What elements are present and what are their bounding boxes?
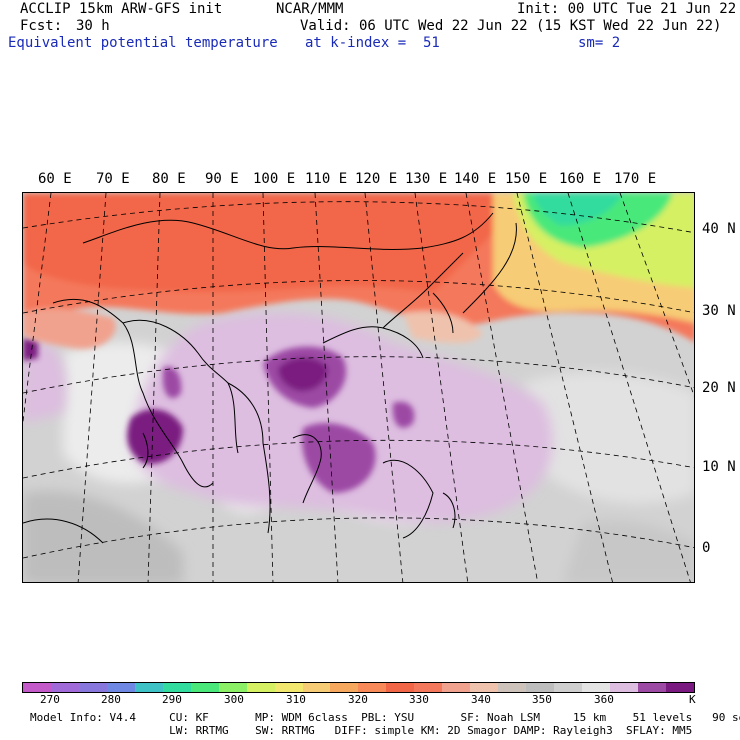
colorbar-swatch xyxy=(442,683,471,692)
lon-label: 80 E xyxy=(152,171,186,187)
colorbar-swatch xyxy=(498,683,527,692)
theta-e-map xyxy=(23,193,694,582)
model-title: ACCLIP 15km ARW-GFS init xyxy=(20,1,223,17)
level-info: at k-index = 51 xyxy=(305,35,440,51)
graticule xyxy=(23,193,694,582)
colorbar-swatch xyxy=(106,683,135,692)
colorbar-swatch xyxy=(470,683,499,692)
colorbar-label: 290 xyxy=(162,693,182,706)
lon-label: 100 E xyxy=(253,171,296,187)
colorbar-swatch xyxy=(386,683,415,692)
colorbar-label: 280 xyxy=(101,693,121,706)
lat-label: 40 N xyxy=(702,221,736,237)
forecast-hour: 30 h xyxy=(76,18,110,34)
purple-cores xyxy=(23,338,415,493)
lat-label: 20 N xyxy=(702,380,736,396)
model-info-line2: LW: RRTMG SW: RRTMG DIFF: simple KM: 2D … xyxy=(30,724,693,737)
lon-label: 70 E xyxy=(96,171,130,187)
colorbar-label: 350 xyxy=(532,693,552,706)
colorbar-label: 270 xyxy=(40,693,60,706)
colorbar-swatch xyxy=(358,683,387,692)
lon-label: 60 E xyxy=(38,171,72,187)
lon-label: 150 E xyxy=(505,171,548,187)
organization: NCAR/MMM xyxy=(276,1,344,17)
colorbar-unit: K xyxy=(689,693,696,706)
colorbar-swatch xyxy=(23,683,51,692)
lavender-band xyxy=(23,312,553,523)
colorbar-swatch xyxy=(330,683,359,692)
lon-label: 130 E xyxy=(405,171,448,187)
lon-label: 160 E xyxy=(559,171,602,187)
model-info-line1: Model Info: V4.4 CU: KF MP: WDM 6class P… xyxy=(30,711,740,724)
colorbar-swatch xyxy=(637,683,666,692)
colorbar-swatch xyxy=(162,683,191,692)
field-name: Equivalent potential temperature xyxy=(8,35,278,51)
colorbar-swatch xyxy=(190,683,219,692)
colorbar-swatch xyxy=(78,683,107,692)
lat-label: 30 N xyxy=(702,303,736,319)
colorbar-label: 340 xyxy=(471,693,491,706)
colorbar-swatch xyxy=(582,683,611,692)
lon-label: 110 E xyxy=(305,171,348,187)
colorbar-swatch xyxy=(218,683,247,692)
colorbar-swatch xyxy=(274,683,303,692)
map-panel xyxy=(22,192,695,583)
colorbar xyxy=(22,682,695,693)
lon-label: 140 E xyxy=(454,171,497,187)
colorbar-swatch xyxy=(554,683,583,692)
lon-label: 170 E xyxy=(614,171,657,187)
colorbar-swatch xyxy=(526,683,555,692)
colorbar-label: 300 xyxy=(224,693,244,706)
colorbar-label: 360 xyxy=(594,693,614,706)
colorbar-swatch xyxy=(414,683,443,692)
colorbar-swatch xyxy=(610,683,638,692)
coastlines xyxy=(23,212,517,544)
valid-time: Valid: 06 UTC Wed 22 Jun 22 (15 KST Wed … xyxy=(300,18,722,34)
colorbar-label: 320 xyxy=(348,693,368,706)
init-time: Init: 00 UTC Tue 21 Jun 22 xyxy=(517,1,737,17)
lon-label: 120 E xyxy=(355,171,398,187)
colorbar-label: 310 xyxy=(286,693,306,706)
colorbar-label: 330 xyxy=(409,693,429,706)
lat-label: 10 N xyxy=(702,459,736,475)
colorbar-swatch xyxy=(302,683,331,692)
forecast-label: Fcst: xyxy=(20,18,63,34)
colorbar-swatch xyxy=(134,683,163,692)
colorbar-swatch xyxy=(50,683,79,692)
colorbar-swatch xyxy=(246,683,275,692)
colorbar-swatch xyxy=(665,683,694,692)
smoothing-info: sm= 2 xyxy=(578,35,621,51)
lat-label: 0 xyxy=(702,540,711,556)
lon-label: 90 E xyxy=(205,171,239,187)
